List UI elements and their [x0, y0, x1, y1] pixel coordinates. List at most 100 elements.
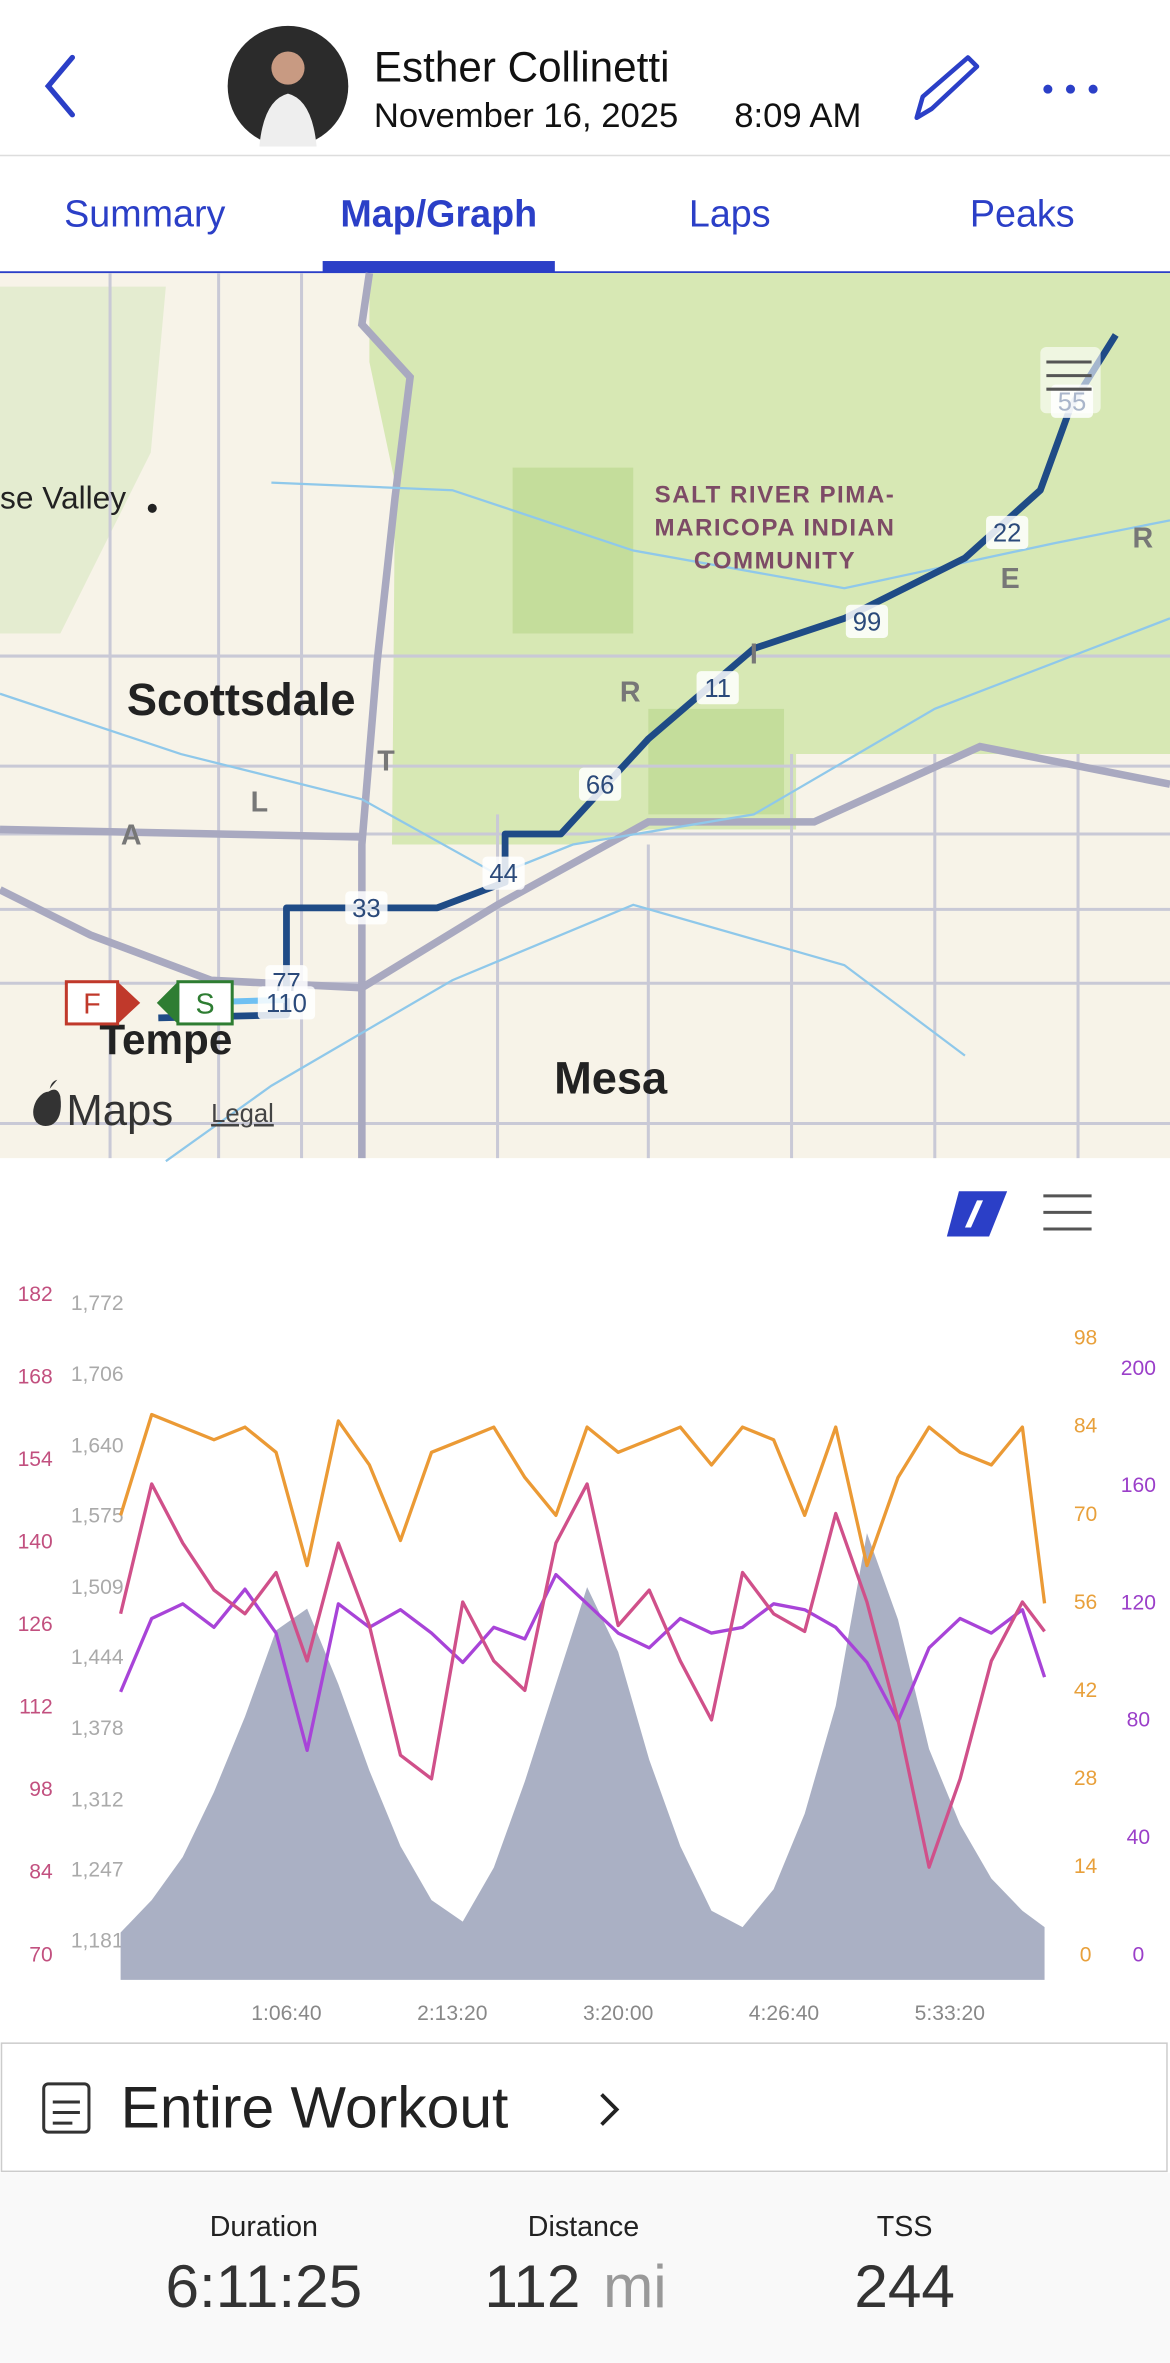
road-letter: T: [377, 746, 395, 778]
y-tick-label: 1,378: [71, 1717, 124, 1740]
stat-label: Distance: [528, 2211, 639, 2243]
avatar[interactable]: [227, 25, 349, 147]
y-tick-label: 168: [18, 1365, 53, 1388]
marker-box: [345, 891, 388, 925]
marker-box: [578, 767, 622, 801]
pencil-icon: [914, 55, 980, 121]
y-tick-label: 28: [1074, 1767, 1097, 1790]
y-tick-label: 0: [1080, 1943, 1092, 1966]
y-tick-label: 1,247: [71, 1859, 124, 1882]
stat-label: TSS: [877, 2211, 933, 2243]
mile-marker: 22: [993, 519, 1022, 547]
y-tick-label: 140: [18, 1531, 53, 1554]
start-flag-tip: [156, 981, 178, 1024]
finish-label: F: [83, 988, 101, 1020]
road-letter: A: [121, 820, 142, 852]
series-line: [119, 1482, 1046, 1869]
y-tick-label: 1,575: [71, 1505, 124, 1528]
y-tick-label: 1,706: [71, 1363, 124, 1386]
road-name: A L T R I E R: [121, 522, 1154, 851]
road-letter: R: [620, 676, 641, 708]
chart-menu[interactable]: [1043, 1194, 1092, 1231]
segment-card[interactable]: [0, 2042, 1168, 2173]
stat-label: Duration: [210, 2211, 318, 2243]
y-tick-label: 126: [18, 1613, 53, 1636]
x-tick-label: 4:26:40: [749, 2002, 819, 2025]
marker-box: [482, 856, 525, 890]
y-tick-label: 84: [1074, 1415, 1098, 1438]
y-tick-label: 1,772: [71, 1292, 124, 1315]
y-tick-label: 0: [1132, 1943, 1144, 1966]
y-tick-label: 182: [18, 1283, 53, 1306]
area-label: SALT RIVER PIMA-: [655, 481, 896, 508]
y-tick-label: 98: [1074, 1327, 1097, 1350]
legal-link[interactable]: Legal: [211, 1100, 274, 1128]
finish-flag[interactable]: [64, 980, 120, 1026]
map-menu-icon: [1046, 360, 1092, 391]
y-tick-label: 84: [29, 1861, 53, 1884]
park-area: [369, 273, 1170, 845]
waterways: [0, 481, 1170, 1163]
tab-active[interactable]: Map/Graph: [340, 192, 537, 234]
road-letter: E: [1001, 563, 1020, 595]
segment-title: Entire Workout: [121, 2076, 509, 2141]
y-tick-label: 200: [1121, 1357, 1156, 1380]
stat-value: 244: [854, 2252, 955, 2320]
area-label: COMMUNITY: [694, 548, 856, 575]
start-flag[interactable]: [176, 980, 234, 1026]
tab[interactable]: Summary: [64, 192, 225, 234]
y-tick-label: 1,444: [71, 1646, 124, 1669]
dot: [1088, 84, 1098, 94]
roads: [0, 273, 1170, 1159]
stats-panel: [0, 2172, 1170, 2363]
y-tick-label: 154: [18, 1448, 53, 1471]
tab-indicator: [322, 261, 555, 272]
place-label: Mesa: [554, 1052, 668, 1103]
x-tick-label: 1:06:40: [251, 2002, 321, 2025]
map-menu[interactable]: [1040, 346, 1101, 414]
y-tick-label: 40: [1127, 1826, 1150, 1849]
stat-value: 112: [484, 2252, 580, 2320]
workout-time: 8:09 AM: [734, 97, 861, 135]
chart: 1,181 1,247 1,312 1,378 1,444 1,509 1,575 1,640…: [18, 1283, 1156, 2025]
chevron: [600, 2093, 620, 2126]
elevation-area: [120, 1533, 1045, 1980]
clipboard-icon: [42, 2082, 91, 2134]
freeways: [0, 272, 1170, 1159]
y-tick-label: 80: [1127, 1709, 1150, 1732]
workout-date: November 16, 2025: [374, 97, 678, 135]
y-tick-label: 112: [19, 1696, 53, 1719]
series-line: [119, 1412, 1047, 1604]
y-tick-label: 14: [1074, 1855, 1098, 1878]
place-dot: [147, 503, 157, 513]
more-button[interactable]: [1043, 84, 1098, 94]
marker-box: [696, 671, 739, 705]
finish-flag-tip: [117, 981, 141, 1024]
y-tick-label: 1,181: [71, 1930, 124, 1953]
dot: [1065, 84, 1076, 94]
marker-box: [845, 604, 889, 638]
y-tick-label: 120: [1121, 1591, 1156, 1614]
clipboard-lines: [52, 2100, 80, 2125]
avatar-body: [259, 93, 317, 147]
y-tick-label: 42: [1074, 1679, 1097, 1702]
place-label: se Valley: [0, 479, 126, 515]
marker-box: [257, 986, 316, 1020]
y-tick-label: 70: [1074, 1503, 1097, 1526]
maps-attribution: Maps: [66, 1086, 173, 1135]
start-label: S: [196, 988, 215, 1020]
y-tick-label: 56: [1074, 1591, 1097, 1614]
athlete-name: Esther Collinetti: [374, 44, 670, 91]
map[interactable]: se Valley Scottsdale Tempe Mesa SALT RIV…: [0, 272, 1170, 1163]
tab[interactable]: Peaks: [970, 192, 1075, 234]
road-letter: L: [251, 786, 269, 818]
stat-value: 6:11:25: [166, 2252, 363, 2320]
maps-logo: [33, 1079, 61, 1126]
place-label: Scottsdale: [127, 674, 356, 725]
stat-unit: mi: [603, 2252, 667, 2320]
tab[interactable]: Laps: [689, 192, 771, 234]
edit-button[interactable]: [914, 55, 980, 121]
back-button[interactable]: [44, 54, 76, 118]
